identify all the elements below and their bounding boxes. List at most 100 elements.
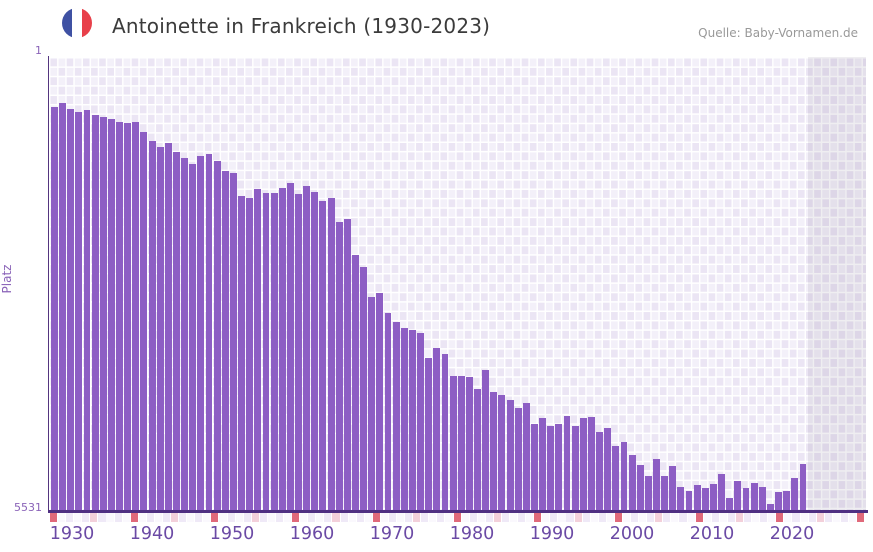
- bar-series: [49, 57, 866, 510]
- bar-1988: [522, 403, 530, 510]
- bar-1947: [189, 163, 197, 510]
- year-marker-1977: [429, 513, 437, 522]
- year-marker-1994: [566, 513, 574, 522]
- year-marker-1979: [445, 513, 453, 522]
- year-marker-1954: [243, 513, 251, 522]
- bar-1946: [181, 158, 189, 510]
- year-marker-2007: [671, 513, 679, 522]
- bar-1980: [457, 376, 465, 510]
- bar-2022: [799, 464, 807, 510]
- bar-1941: [140, 131, 148, 510]
- bar-1942: [148, 140, 156, 510]
- bar-2021: [791, 478, 799, 510]
- bar-2012: [718, 474, 726, 510]
- year-marker-1961: [300, 513, 308, 522]
- bar-1990: [539, 418, 547, 510]
- bar-1958: [278, 188, 286, 510]
- bar-2017: [758, 487, 766, 510]
- bar-1972: [392, 321, 400, 510]
- bar-2004: [653, 459, 660, 510]
- year-marker-1957: [267, 513, 275, 522]
- french-flag-icon: [62, 8, 92, 38]
- bar-1961: [303, 185, 311, 510]
- bar-1997: [596, 432, 603, 510]
- bar-2010: [701, 488, 709, 510]
- bar-2005: [661, 475, 669, 510]
- bar-1970: [376, 293, 384, 510]
- year-marker-1936: [98, 513, 106, 522]
- year-marker-1942: [146, 513, 154, 522]
- bar-1989: [531, 423, 538, 510]
- bar-1945: [173, 151, 180, 510]
- bar-1955: [254, 189, 262, 510]
- year-marker-1960: [292, 513, 300, 522]
- year-marker-1983: [477, 513, 485, 522]
- year-marker-2021: [784, 513, 792, 522]
- year-marker-1940: [130, 513, 138, 522]
- year-marker-1935: [90, 513, 98, 522]
- bar-2002: [636, 465, 644, 510]
- year-marker-1995: [574, 513, 582, 522]
- bar-2011: [710, 484, 717, 510]
- year-marker-1956: [259, 513, 267, 522]
- year-marker-2011: [703, 513, 711, 522]
- bar-1981: [465, 377, 473, 510]
- year-marker-2017: [752, 513, 760, 522]
- bar-1985: [498, 395, 506, 510]
- year-marker-1981: [461, 513, 469, 522]
- bar-1931: [59, 103, 67, 510]
- year-marker-1989: [526, 513, 534, 522]
- bar-1957: [270, 192, 278, 510]
- bar-1943: [156, 147, 164, 510]
- year-marker-1955: [251, 513, 259, 522]
- year-marker-1993: [558, 513, 566, 522]
- year-marker-1971: [380, 513, 388, 522]
- year-marker-1973: [397, 513, 405, 522]
- year-marker-1953: [235, 513, 243, 522]
- bar-1976: [425, 358, 433, 510]
- year-marker-1986: [501, 513, 509, 522]
- year-marker-2002: [631, 513, 639, 522]
- year-marker-1931: [58, 513, 66, 522]
- year-marker-1962: [308, 513, 316, 522]
- year-marker-2000: [614, 513, 622, 522]
- bar-1968: [360, 267, 368, 510]
- year-marker-1947: [187, 513, 195, 522]
- year-marker-1952: [227, 513, 235, 522]
- year-marker-2024: [808, 513, 816, 522]
- x-tick-2020: 2020: [769, 524, 815, 544]
- flag-red-stripe: [82, 8, 92, 38]
- year-marker-1991: [542, 513, 550, 522]
- year-marker-2014: [727, 513, 735, 522]
- year-marker-1933: [74, 513, 82, 522]
- bar-1986: [506, 400, 514, 510]
- x-tick-1940: 1940: [129, 524, 175, 544]
- year-marker-2020: [776, 513, 784, 522]
- year-marker-1998: [598, 513, 606, 522]
- year-marker-1967: [348, 513, 356, 522]
- bar-1944: [164, 142, 172, 510]
- bar-1971: [384, 312, 392, 510]
- bar-1930: [51, 106, 58, 510]
- year-marker-2008: [679, 513, 687, 522]
- flag-blue-stripe: [62, 8, 72, 38]
- bar-2001: [628, 455, 636, 510]
- year-marker-1951: [219, 513, 227, 522]
- year-marker-1990: [534, 513, 542, 522]
- x-tick-1930: 1930: [49, 524, 95, 544]
- year-marker-1980: [453, 513, 461, 522]
- year-marker-1997: [590, 513, 598, 522]
- year-marker-strip: [49, 513, 866, 522]
- bar-1977: [433, 348, 441, 510]
- year-marker-2018: [760, 513, 768, 522]
- bar-1954: [246, 198, 254, 510]
- bar-1984: [490, 392, 498, 510]
- year-marker-2027: [832, 513, 840, 522]
- bar-1987: [514, 407, 522, 510]
- bar-1960: [295, 194, 302, 510]
- year-marker-1987: [509, 513, 518, 522]
- chart-title: Antoinette in Frankreich (1930-2023): [112, 14, 491, 38]
- x-tick-1980: 1980: [449, 524, 495, 544]
- year-marker-1965: [332, 513, 340, 522]
- year-marker-1976: [421, 513, 429, 522]
